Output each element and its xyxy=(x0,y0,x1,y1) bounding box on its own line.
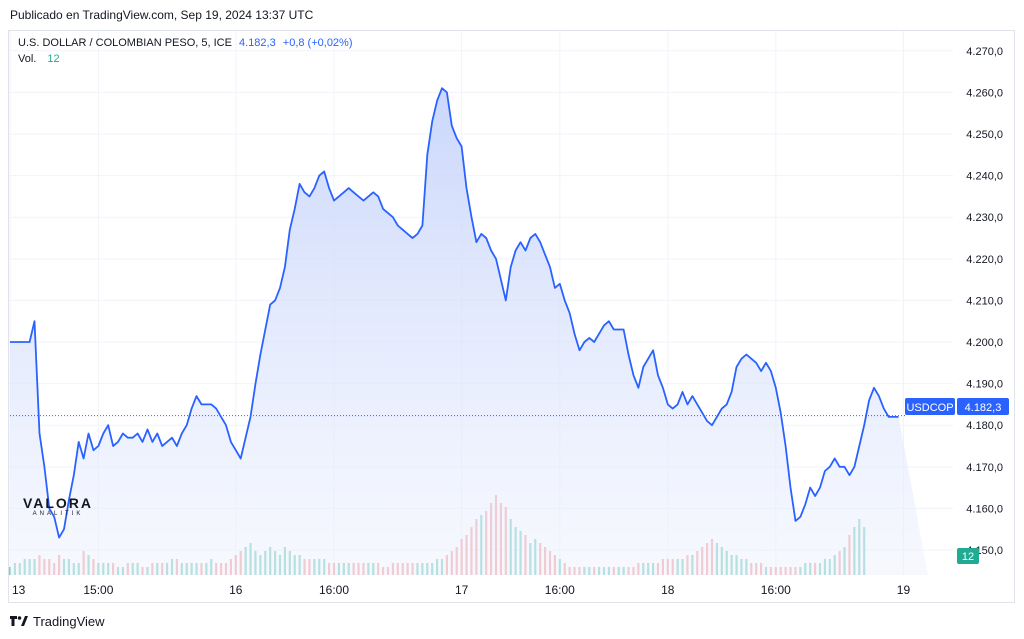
chart-legend: U.S. DOLLAR / COLOMBIAN PESO, 5, ICE 4.1… xyxy=(18,35,353,67)
tradingview-brand: TradingView xyxy=(33,614,105,629)
y-axis[interactable]: 4.150,04.160,04.170,04.180,04.190,04.200… xyxy=(966,46,1003,557)
x-tick-label: 16 xyxy=(229,583,243,597)
published-text: Publicado en TradingView.com, Sep 19, 20… xyxy=(10,8,314,22)
x-tick-label: 16:00 xyxy=(545,583,575,597)
y-tick-label: 4.260,0 xyxy=(966,87,1003,99)
legend-vol-value: 12 xyxy=(47,53,60,65)
y-tick-label: 4.190,0 xyxy=(966,379,1003,391)
x-tick-label: 16:00 xyxy=(761,583,791,597)
x-tick-label: 15:00 xyxy=(83,583,113,597)
valora-watermark: VALORA ANALITIK xyxy=(22,495,94,517)
volume-badge: 12 xyxy=(957,548,979,564)
symbol-price-badge: USDCOP 4.182,3 xyxy=(905,398,1009,415)
watermark-name: VALORA xyxy=(22,495,94,511)
price-area xyxy=(10,88,928,575)
y-tick-label: 4.210,0 xyxy=(966,295,1003,307)
symbol-badge-label: USDCOP xyxy=(906,402,953,414)
y-tick-label: 4.160,0 xyxy=(966,503,1003,515)
tradingview-logo[interactable]: TradingView xyxy=(10,614,105,629)
volume-badge-label: 12 xyxy=(962,551,974,563)
price-badge-label: 4.182,3 xyxy=(965,402,1002,414)
footer: TradingView xyxy=(0,606,1024,639)
legend-change: +0,8 (+0,02%) xyxy=(282,37,353,49)
top-bar: Publicado en TradingView.com, Sep 19, 20… xyxy=(0,0,1024,30)
watermark-sub: ANALITIK xyxy=(32,511,84,517)
y-tick-label: 4.200,0 xyxy=(966,337,1003,349)
y-tick-label: 4.180,0 xyxy=(966,420,1003,432)
y-tick-label: 4.220,0 xyxy=(966,254,1003,266)
y-tick-label: 4.270,0 xyxy=(966,46,1003,58)
y-tick-label: 4.250,0 xyxy=(966,129,1003,141)
x-axis[interactable]: 13 15:00 16 16:00 17 16:00 18 16:00 19 xyxy=(12,583,910,597)
price-chart[interactable]: 4.150,04.160,04.170,04.180,04.190,04.200… xyxy=(0,0,1024,606)
x-tick-label: 18 xyxy=(661,583,675,597)
tradingview-logo-icon xyxy=(10,615,28,626)
x-tick-label: 16:00 xyxy=(319,583,349,597)
y-tick-label: 4.240,0 xyxy=(966,171,1003,183)
legend-symbol: U.S. DOLLAR / COLOMBIAN PESO, 5, ICE xyxy=(18,37,232,49)
y-tick-label: 4.170,0 xyxy=(966,462,1003,474)
price-line xyxy=(10,87,899,539)
x-tick-label: 19 xyxy=(897,583,911,597)
legend-vol-label: Vol. xyxy=(18,53,37,65)
legend-price: 4.182,3 xyxy=(239,37,276,49)
x-tick-label: 13 xyxy=(12,583,26,597)
x-tick-label: 17 xyxy=(455,583,469,597)
y-tick-label: 4.230,0 xyxy=(966,212,1003,224)
